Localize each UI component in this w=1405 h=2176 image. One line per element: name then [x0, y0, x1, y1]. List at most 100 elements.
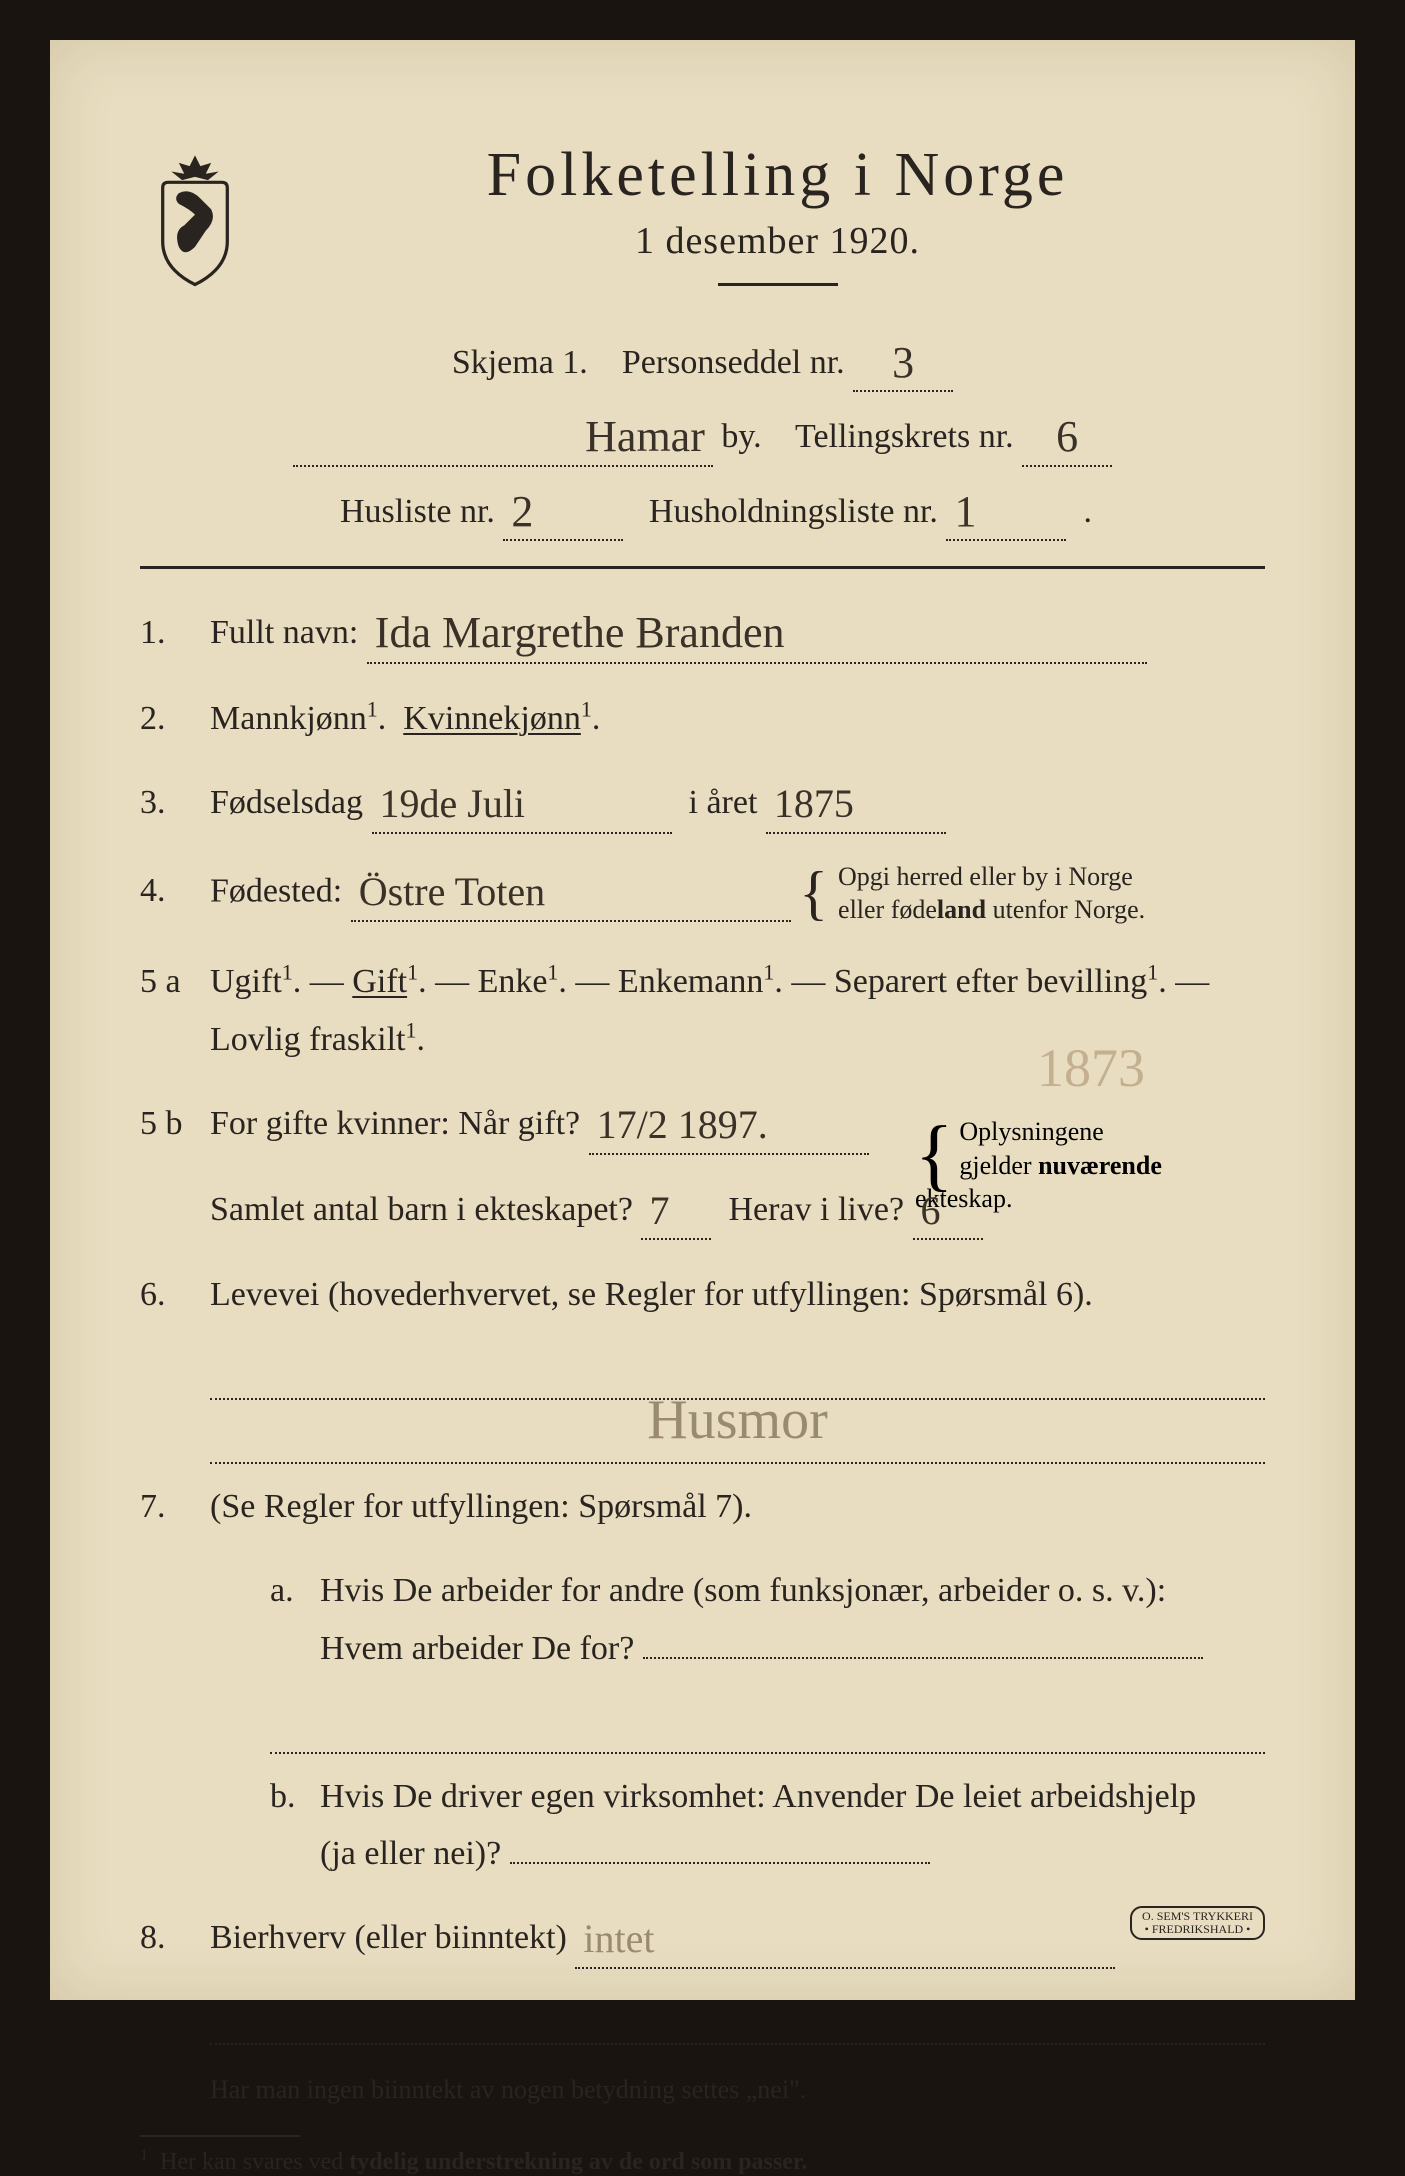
- q4-label: Fødested:: [210, 872, 342, 909]
- q5b-label: For gifte kvinner: Når gift?: [210, 1105, 580, 1142]
- q5b-note-l1: Oplysningene: [959, 1117, 1103, 1146]
- q5b-children: 7: [649, 1188, 669, 1233]
- q8-row: 8. Bierhverv (eller biinntekt) intet: [140, 1909, 1265, 1969]
- q3-year-field: 1875: [766, 774, 946, 834]
- q3-label: Fødselsdag: [210, 784, 363, 821]
- q5b-wrap: 1873 5 b For gifte kvinner: Når gift? 17…: [140, 1095, 1265, 1241]
- section-rule: [140, 566, 1265, 569]
- q5a-opt-4: Separert efter bevilling: [834, 963, 1147, 1000]
- q4-note: Opgi herred eller by i Norge eller fødel…: [838, 860, 1145, 928]
- coat-of-arms-icon: [140, 150, 250, 290]
- q7-num: 7.: [140, 1478, 210, 1536]
- q7b-row: b. Hvis De driver egen virksomhet: Anven…: [140, 1768, 1265, 1884]
- meta-line-3: Husliste nr. 2 Husholdningsliste nr. 1 .: [140, 485, 1265, 541]
- footnote: 1 Her kan svares ved tydelig understrekn…: [140, 2147, 1265, 2176]
- q5b-pencil-year: 1873: [1037, 1037, 1145, 1099]
- q4-num: 4.: [140, 862, 210, 920]
- q1-row: 1. Fullt navn: Ida Margrethe Branden: [140, 604, 1265, 664]
- q3-day: 19de Juli: [380, 781, 526, 826]
- skjema-label: Skjema 1.: [452, 344, 588, 381]
- q5a-opt-3: Enkemann: [618, 963, 763, 1000]
- q1-field: Ida Margrethe Branden: [367, 604, 1147, 664]
- stamp-l2: • FREDRIKSHALD •: [1145, 1922, 1251, 1936]
- q6-label: Levevei (hovederhvervet, se Regler for u…: [210, 1266, 1265, 1324]
- title-block: Folketelling i Norge 1 desember 1920.: [290, 140, 1265, 326]
- q2-period: .: [592, 700, 601, 737]
- footer-note: Har man ingen biinntekt av nogen betydni…: [140, 2075, 1265, 2105]
- by-field: Hamar: [293, 410, 713, 466]
- q1-label: Fullt navn:: [210, 614, 358, 651]
- q4-row: 4. Fødested: Östre Toten { Opgi herred e…: [140, 860, 1265, 928]
- husliste-field: 2: [503, 485, 623, 541]
- q8-value: intet: [583, 1916, 654, 1961]
- q7a-text2: Hvem arbeider De for?: [320, 1630, 634, 1667]
- q2-row: 2. Mannkjønn1. Kvinnekjønn1.: [140, 690, 1265, 748]
- q2-male: Mannkjønn: [210, 700, 367, 737]
- q5b-brace-icon: {: [915, 1135, 953, 1175]
- q7a-text1: Hvis De arbeider for andre (som funksjon…: [320, 1572, 1166, 1609]
- q6-row: 6. Levevei (hovederhvervet, se Regler fo…: [140, 1266, 1265, 1324]
- meta-line-1: Skjema 1. Personseddel nr. 3: [140, 336, 1265, 392]
- q6-value: Husmor: [647, 1398, 827, 1443]
- census-form-page: Folketelling i Norge 1 desember 1920. Sk…: [50, 40, 1355, 2000]
- q5b-alive-field: 6: [913, 1181, 983, 1241]
- q2-sup-b: 1: [581, 697, 592, 722]
- q5a-opt-0: Ugift: [210, 963, 282, 1000]
- q1-num: 1.: [140, 604, 210, 662]
- main-title: Folketelling i Norge: [290, 140, 1265, 211]
- q5b-num: 5 b: [140, 1095, 210, 1153]
- q7b-text2: (ja eller nei)?: [320, 1835, 501, 1872]
- title-rule: [718, 283, 838, 286]
- header: Folketelling i Norge 1 desember 1920.: [140, 140, 1265, 326]
- q5a-num: 5 a: [140, 953, 210, 1011]
- q7a-label: a.: [270, 1562, 320, 1620]
- personseddel-nr: 3: [892, 338, 914, 387]
- q3-day-field: 19de Juli: [372, 774, 672, 834]
- husliste-nr: 2: [511, 487, 533, 536]
- q7a-field: [643, 1657, 1203, 1659]
- stamp-l1: O. SEM'S TRYKKERI: [1142, 1909, 1253, 1923]
- q4-note-l1: Opgi herred eller by i Norge: [838, 862, 1133, 891]
- q5b-children-label: Samlet antal barn i ekteskapet?: [210, 1191, 633, 1228]
- by-value: Hamar: [585, 412, 705, 461]
- q8-num: 8.: [140, 1909, 210, 1967]
- q4-value: Östre Toten: [359, 869, 545, 914]
- q5b-when: 17/2 1897.: [597, 1102, 768, 1147]
- q5b-alive-label: Herav i live?: [728, 1191, 904, 1228]
- q5a-opt-5: Lovlig fraskilt: [210, 1021, 405, 1058]
- tellingskrets-field: 6: [1022, 410, 1112, 466]
- q5b-children-field: 7: [641, 1181, 711, 1241]
- footnote-rule: [140, 2135, 300, 2137]
- q5b-when-field: 17/2 1897.: [589, 1095, 869, 1155]
- q7-label: (Se Regler for utfyllingen: Spørsmål 7).: [210, 1478, 1265, 1536]
- q3-year-label: i året: [689, 784, 758, 821]
- q6-num: 6.: [140, 1266, 210, 1324]
- q8-label: Bierhverv (eller biinntekt): [210, 1919, 567, 1956]
- q2-sup-a: 1: [367, 697, 378, 722]
- q8-blank: [210, 1995, 1265, 2045]
- q4-brace-icon: {: [799, 878, 828, 908]
- tellingskrets-nr: 6: [1056, 412, 1078, 461]
- q5b-note-l2: gjelder nuværende: [959, 1151, 1161, 1180]
- q2-female: Kvinnekjønn: [403, 700, 581, 737]
- personseddel-label: Personseddel nr.: [622, 344, 845, 381]
- meta-line-2: Hamar by. Tellingskrets nr. 6: [140, 410, 1265, 466]
- printer-stamp: O. SEM'S TRYKKERI • FREDRIKSHALD •: [1130, 1906, 1265, 1940]
- footnote-num: 1: [140, 2147, 148, 2164]
- q7a-blank: [270, 1704, 1265, 1754]
- husholdningsliste-label: Husholdningsliste nr.: [649, 493, 938, 530]
- q3-num: 3.: [140, 774, 210, 832]
- q3-row: 3. Fødselsdag 19de Juli i året 1875: [140, 774, 1265, 834]
- q8-field: intet: [575, 1909, 1115, 1969]
- q7b-text1: Hvis De driver egen virksomhet: Anvender…: [320, 1778, 1196, 1815]
- q2-num: 2.: [140, 690, 210, 748]
- tellingskrets-label: Tellingskrets nr.: [795, 418, 1014, 455]
- q6-field: Husmor: [210, 1414, 1265, 1464]
- q5a-opt-1: Gift: [352, 963, 407, 1000]
- q4-field: Östre Toten: [351, 862, 791, 922]
- q7-row: 7. (Se Regler for utfyllingen: Spørsmål …: [140, 1478, 1265, 1536]
- by-label: by.: [721, 418, 761, 455]
- husholdningsliste-nr: 1: [954, 487, 976, 536]
- q4-note-l2: eller fødeland utenfor Norge.: [838, 895, 1145, 924]
- subtitle: 1 desember 1920.: [290, 219, 1265, 263]
